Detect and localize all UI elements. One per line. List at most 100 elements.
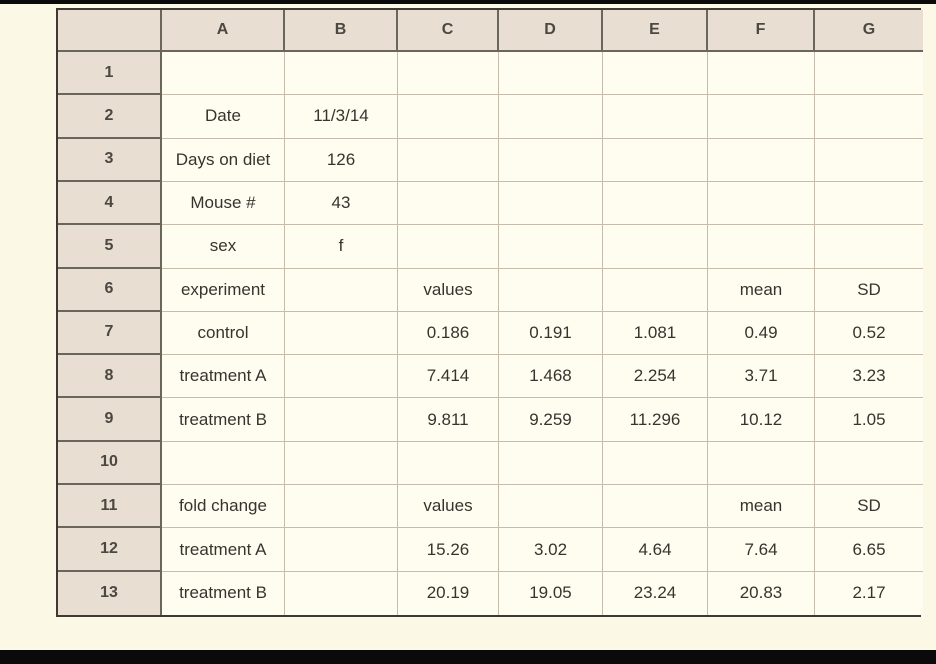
row-header-3[interactable]: 3 <box>58 138 162 182</box>
cell-D13[interactable]: 19.05 <box>499 571 603 615</box>
cell-G8[interactable]: 3.23 <box>815 355 923 399</box>
cell-E7[interactable]: 1.081 <box>603 311 708 356</box>
cell-E9[interactable]: 11.296 <box>603 398 708 442</box>
cell-D4[interactable] <box>499 181 603 226</box>
cell-E12[interactable]: 4.64 <box>603 528 708 572</box>
cell-F2[interactable] <box>708 95 815 139</box>
cell-F4[interactable] <box>708 181 815 226</box>
cell-D5[interactable] <box>499 225 603 269</box>
cell-B9[interactable] <box>285 398 398 442</box>
cell-C13[interactable]: 20.19 <box>398 571 499 615</box>
cell-B5[interactable]: f <box>285 225 398 269</box>
cell-E5[interactable] <box>603 225 708 269</box>
cell-F7[interactable]: 0.49 <box>708 311 815 356</box>
cell-C11[interactable]: values <box>398 485 499 529</box>
row-header-10[interactable]: 10 <box>58 441 162 486</box>
row-header-13[interactable]: 13 <box>58 571 162 615</box>
cell-D1[interactable] <box>499 52 603 96</box>
cell-F13[interactable]: 20.83 <box>708 571 815 615</box>
column-header-C[interactable]: C <box>398 10 499 52</box>
cell-F12[interactable]: 7.64 <box>708 528 815 572</box>
cell-G2[interactable] <box>815 95 923 139</box>
cell-F9[interactable]: 10.12 <box>708 398 815 442</box>
column-header-E[interactable]: E <box>603 10 708 52</box>
cell-F5[interactable] <box>708 225 815 269</box>
cell-A12[interactable]: treatment A <box>162 528 285 572</box>
cell-F6[interactable]: mean <box>708 268 815 312</box>
cell-A10[interactable] <box>162 441 285 486</box>
cell-B13[interactable] <box>285 571 398 615</box>
row-header-11[interactable]: 11 <box>58 485 162 529</box>
cell-D3[interactable] <box>499 138 603 182</box>
cell-G10[interactable] <box>815 441 923 486</box>
cell-B3[interactable]: 126 <box>285 138 398 182</box>
cell-B10[interactable] <box>285 441 398 486</box>
cell-A9[interactable]: treatment B <box>162 398 285 442</box>
cell-E13[interactable]: 23.24 <box>603 571 708 615</box>
row-header-5[interactable]: 5 <box>58 225 162 269</box>
cell-B6[interactable] <box>285 268 398 312</box>
cell-B11[interactable] <box>285 485 398 529</box>
cell-F8[interactable]: 3.71 <box>708 355 815 399</box>
row-header-4[interactable]: 4 <box>58 181 162 226</box>
cell-E2[interactable] <box>603 95 708 139</box>
cell-G9[interactable]: 1.05 <box>815 398 923 442</box>
cell-G1[interactable] <box>815 52 923 96</box>
cell-C2[interactable] <box>398 95 499 139</box>
cell-G12[interactable]: 6.65 <box>815 528 923 572</box>
column-header-D[interactable]: D <box>499 10 603 52</box>
cell-D8[interactable]: 1.468 <box>499 355 603 399</box>
cell-G4[interactable] <box>815 181 923 226</box>
row-header-6[interactable]: 6 <box>58 268 162 312</box>
select-all-corner[interactable] <box>58 10 162 52</box>
column-header-B[interactable]: B <box>285 10 398 52</box>
cell-E10[interactable] <box>603 441 708 486</box>
cell-C3[interactable] <box>398 138 499 182</box>
cell-A8[interactable]: treatment A <box>162 355 285 399</box>
cell-B1[interactable] <box>285 52 398 96</box>
cell-A6[interactable]: experiment <box>162 268 285 312</box>
cell-D12[interactable]: 3.02 <box>499 528 603 572</box>
cell-F1[interactable] <box>708 52 815 96</box>
cell-D11[interactable] <box>499 485 603 529</box>
row-header-8[interactable]: 8 <box>58 355 162 399</box>
cell-B12[interactable] <box>285 528 398 572</box>
cell-C10[interactable] <box>398 441 499 486</box>
row-header-2[interactable]: 2 <box>58 95 162 139</box>
cell-E8[interactable]: 2.254 <box>603 355 708 399</box>
cell-D6[interactable] <box>499 268 603 312</box>
cell-D7[interactable]: 0.191 <box>499 311 603 356</box>
cell-G5[interactable] <box>815 225 923 269</box>
cell-F11[interactable]: mean <box>708 485 815 529</box>
column-header-F[interactable]: F <box>708 10 815 52</box>
cell-B7[interactable] <box>285 311 398 356</box>
cell-D9[interactable]: 9.259 <box>499 398 603 442</box>
cell-F3[interactable] <box>708 138 815 182</box>
cell-B8[interactable] <box>285 355 398 399</box>
cell-G3[interactable] <box>815 138 923 182</box>
cell-A13[interactable]: treatment B <box>162 571 285 615</box>
cell-G7[interactable]: 0.52 <box>815 311 923 356</box>
cell-B4[interactable]: 43 <box>285 181 398 226</box>
cell-C6[interactable]: values <box>398 268 499 312</box>
cell-E4[interactable] <box>603 181 708 226</box>
column-header-A[interactable]: A <box>162 10 285 52</box>
cell-A5[interactable]: sex <box>162 225 285 269</box>
cell-E1[interactable] <box>603 52 708 96</box>
cell-A7[interactable]: control <box>162 311 285 356</box>
cell-A3[interactable]: Days on diet <box>162 138 285 182</box>
cell-C4[interactable] <box>398 181 499 226</box>
cell-E11[interactable] <box>603 485 708 529</box>
cell-G13[interactable]: 2.17 <box>815 571 923 615</box>
cell-D2[interactable] <box>499 95 603 139</box>
cell-B2[interactable]: 11/3/14 <box>285 95 398 139</box>
cell-C1[interactable] <box>398 52 499 96</box>
cell-A2[interactable]: Date <box>162 95 285 139</box>
cell-C5[interactable] <box>398 225 499 269</box>
cell-A4[interactable]: Mouse # <box>162 181 285 226</box>
cell-A11[interactable]: fold change <box>162 485 285 529</box>
row-header-1[interactable]: 1 <box>58 52 162 96</box>
row-header-9[interactable]: 9 <box>58 398 162 442</box>
column-header-G[interactable]: G <box>815 10 923 52</box>
cell-G6[interactable]: SD <box>815 268 923 312</box>
